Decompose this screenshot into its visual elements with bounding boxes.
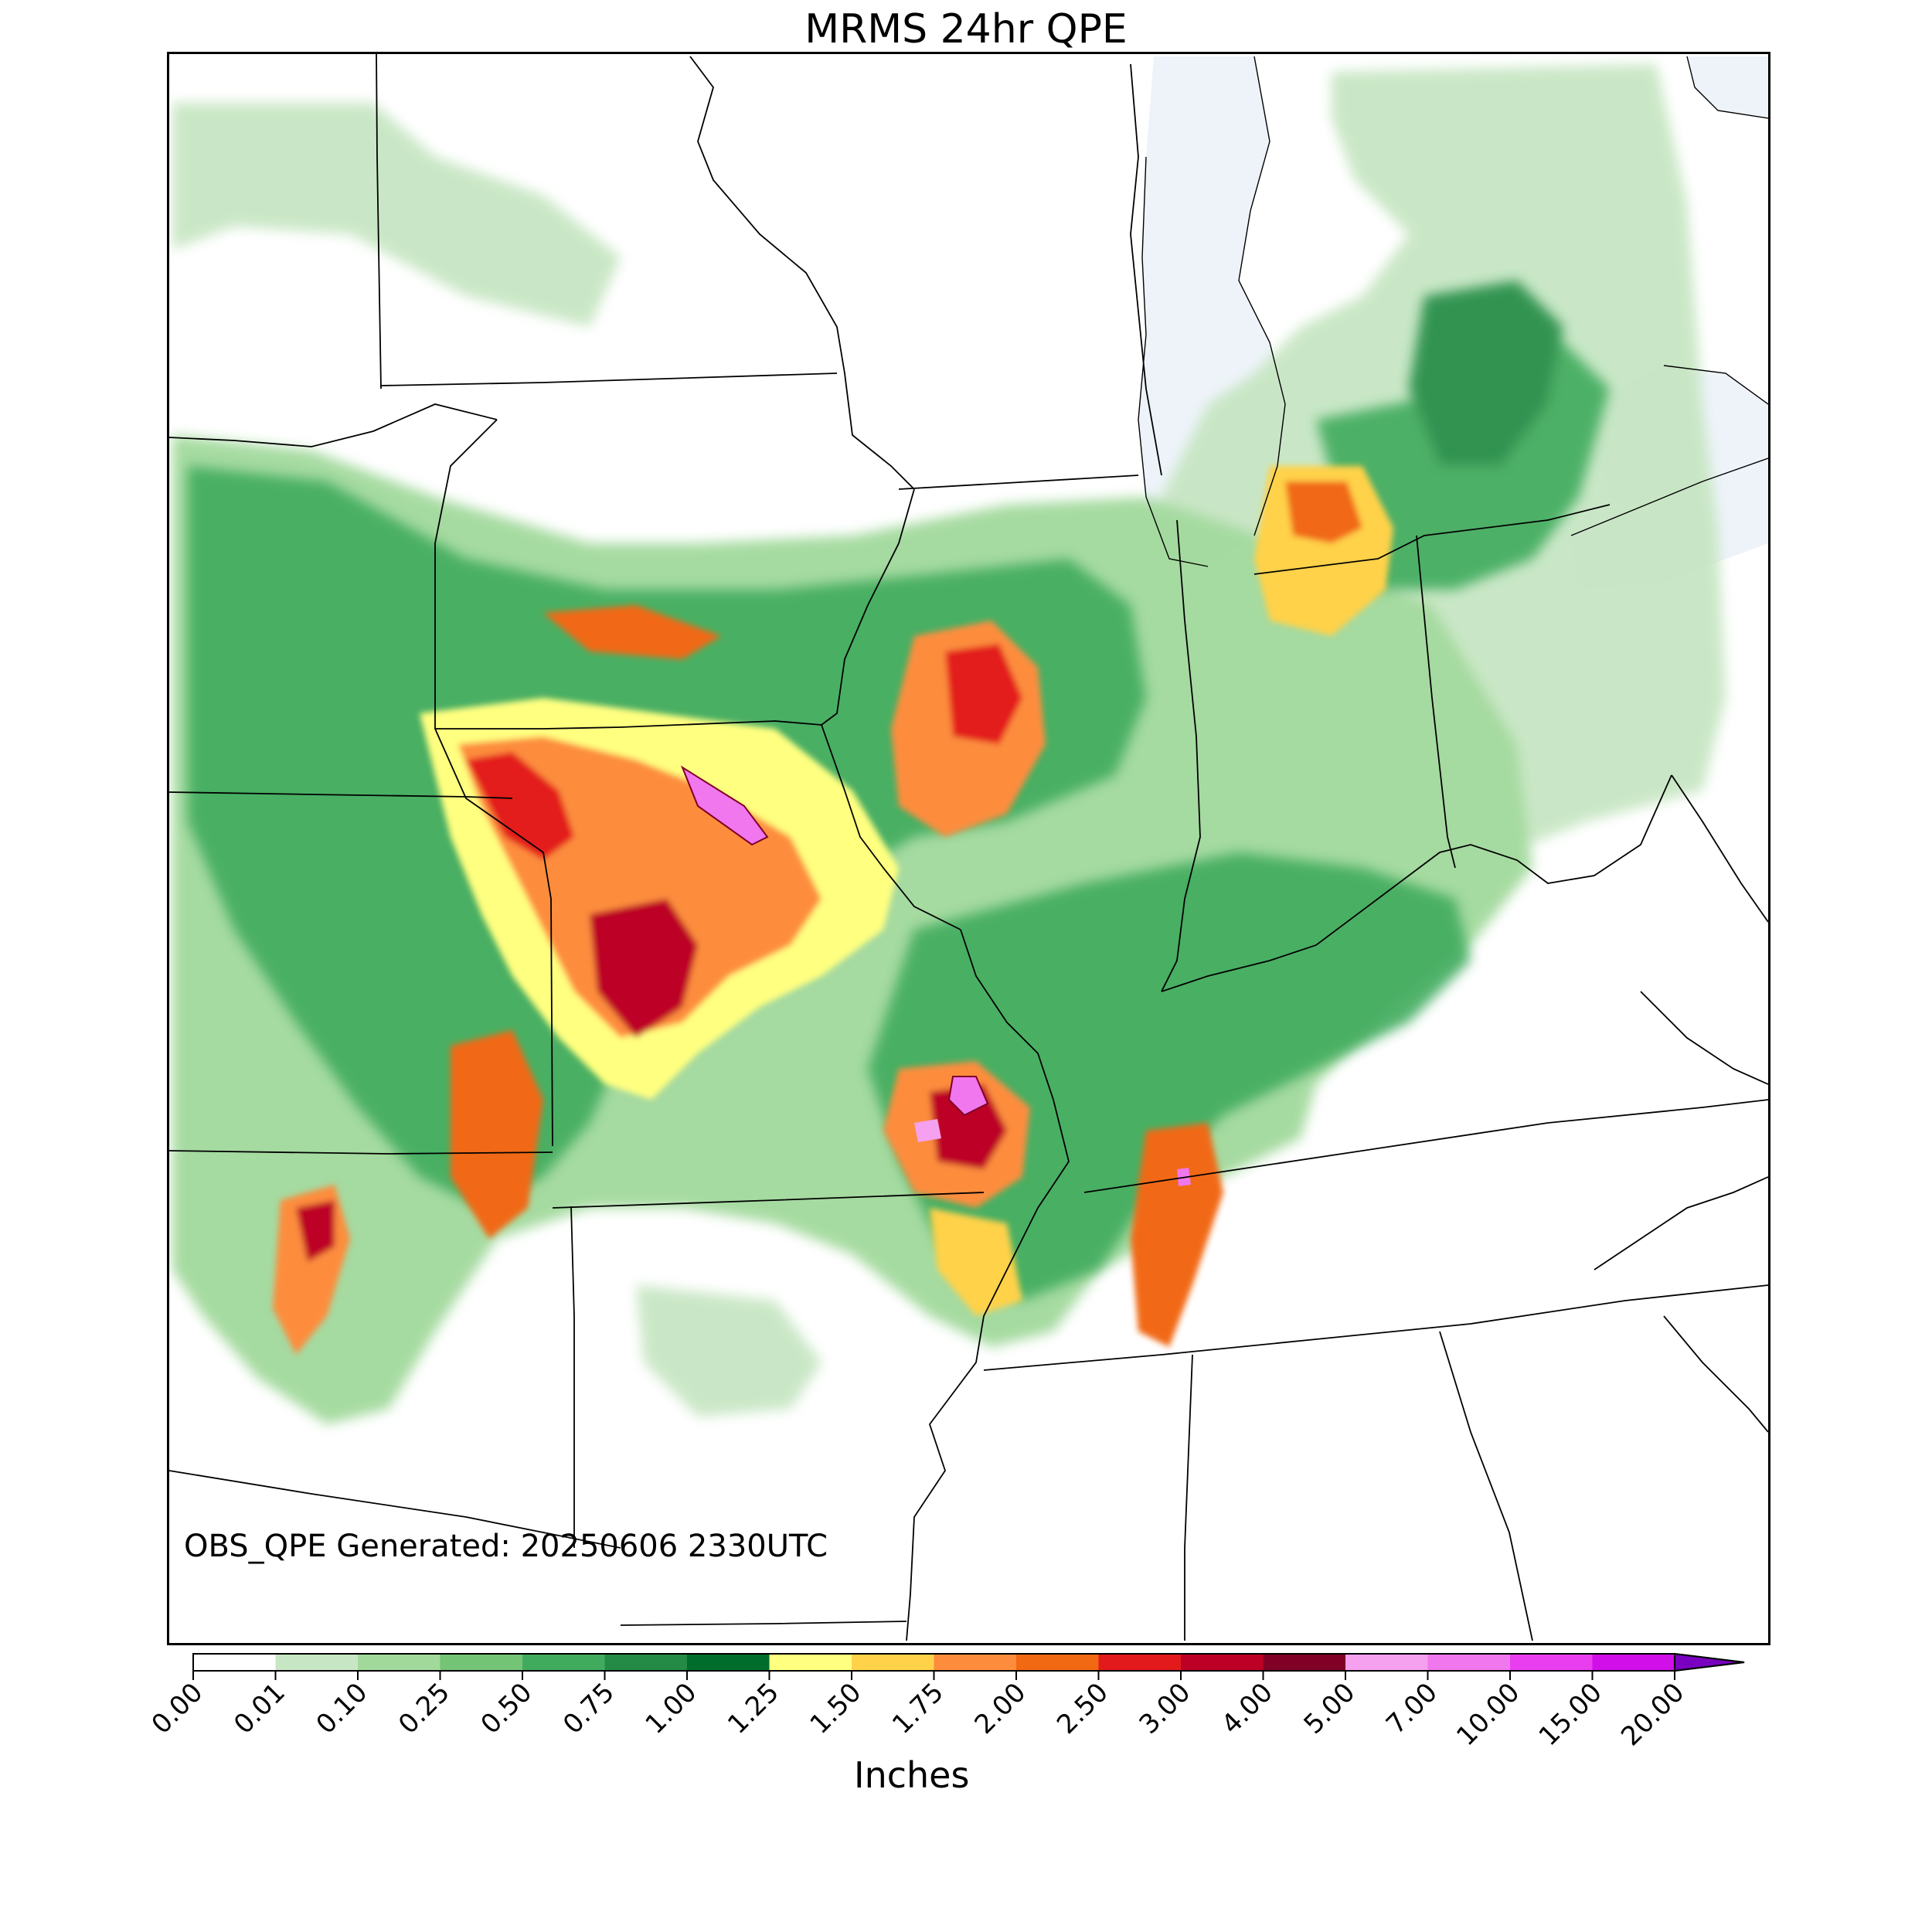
- colorbar-segment: [1345, 1654, 1428, 1671]
- state-borders: [169, 54, 1768, 1641]
- colorbar-tick-label: 2.00: [969, 1677, 1032, 1740]
- shorelines: [1138, 56, 1768, 567]
- border-ar-la: [620, 1621, 907, 1626]
- colorbar-extend-arrow: [1674, 1652, 1745, 1672]
- colorbar-segment: [1263, 1654, 1346, 1671]
- border-mn-ia: [380, 372, 838, 386]
- shoreline-michigan-west: [1138, 156, 1209, 567]
- lake-superior: [1687, 56, 1768, 118]
- border-wv-va: [1640, 991, 1768, 1085]
- border-nd-mn: [376, 54, 382, 389]
- precip-extreme-layer: [680, 765, 1191, 1186]
- shoreline-michigan-east: [1238, 56, 1286, 536]
- precip-heavy-south-tail: [930, 1208, 1022, 1316]
- precip-region-south: [636, 1285, 821, 1417]
- colorbar-tick-label: 20.00: [1615, 1677, 1690, 1752]
- border-oh-wv: [1671, 774, 1768, 923]
- border-mo-ar: [552, 1192, 985, 1209]
- colorbar-tick-label: 0.50: [475, 1677, 539, 1740]
- colorbar-tick-label: 10.00: [1451, 1677, 1526, 1752]
- border-al-ga: [1439, 1331, 1533, 1641]
- colorbar-tick-label: 1.50: [804, 1677, 868, 1740]
- colorbar-label: Inches: [854, 1754, 970, 1796]
- precip-heavy-southeast: [1131, 1123, 1223, 1347]
- colorbar-tick-label: 0.01: [228, 1677, 291, 1740]
- colorbar-tick-label: 0.75: [557, 1677, 621, 1740]
- colorbar-tick-label: 7.00: [1380, 1677, 1444, 1740]
- border-mo-east-river: [906, 929, 1070, 1641]
- border-ok-ar: [570, 1206, 575, 1548]
- colorbar-tick-label: 0.00: [146, 1677, 209, 1740]
- colorbar-tick-label: 1.25: [722, 1677, 785, 1740]
- colorbar-tick-label: 0.25: [393, 1677, 456, 1740]
- border-sd-ne: [169, 403, 498, 447]
- map-title: MRMS 24hr QPE: [804, 6, 1128, 53]
- shoreline-huron: [1663, 365, 1768, 405]
- border-ia-mo: [435, 720, 822, 730]
- generated-timestamp: OBS_QPE Generated: 20250606 2330UTC: [184, 1529, 828, 1564]
- precip-heavy-south-red: [930, 1084, 1007, 1169]
- border-tn-south: [983, 1284, 1768, 1371]
- precip-moderate-southeast: [868, 852, 1471, 1301]
- colorbar-segment: [934, 1654, 1017, 1671]
- border-mi-in-oh: [1253, 504, 1611, 575]
- precip-heavy-west-band: [451, 1030, 543, 1239]
- precip-heavy-cell-2: [590, 899, 698, 1038]
- precip-heavy-midband: [543, 605, 721, 659]
- border-ia-il-river: [820, 488, 961, 930]
- border-ne-ks: [169, 791, 513, 799]
- precip-extreme-cell-1: [680, 765, 769, 846]
- colorbar-tick-label: 1.75: [886, 1677, 950, 1740]
- colorbar-segment: [687, 1654, 770, 1671]
- precip-region-northwest: [172, 103, 621, 327]
- precip-heavy-michigan-red: [1285, 481, 1362, 543]
- colorbar-segment: [1181, 1654, 1264, 1671]
- colorbar-tick-label: 15.00: [1533, 1677, 1608, 1752]
- colorbar-segment: [604, 1654, 688, 1671]
- colorbar-segment: [769, 1654, 852, 1671]
- border-il-wi: [898, 474, 1139, 490]
- colorbar-tick-label: 0.10: [311, 1677, 374, 1740]
- precip-heavy-north-red: [945, 644, 1022, 744]
- border-ms-al: [1184, 1354, 1193, 1641]
- colorbar-segment: [275, 1654, 359, 1671]
- colorbar-segment: [522, 1654, 605, 1671]
- border-wi-mi: [1130, 63, 1162, 476]
- border-il-in: [1161, 519, 1201, 992]
- border-ky-tn: [1083, 1099, 1768, 1193]
- colorbar-tick-label: 2.50: [1051, 1677, 1114, 1740]
- precip-heavy-layer: [273, 466, 1393, 1355]
- border-in-oh: [1416, 535, 1456, 869]
- colorbar-segment: [1510, 1654, 1593, 1671]
- border-ks-ok: [169, 1150, 553, 1155]
- colorbar-segment: [193, 1654, 276, 1671]
- border-mn-wi: [689, 56, 915, 490]
- shoreline-superior: [1686, 56, 1768, 119]
- colorbar-tick-label: 4.00: [1216, 1677, 1279, 1740]
- colorbar-tick-label: 1.00: [640, 1677, 703, 1740]
- map-canvas: [169, 54, 1768, 1641]
- colorbar-tick-label: 3.00: [1134, 1677, 1197, 1740]
- colorbar-segment: [358, 1654, 440, 1671]
- colorbar-segment: [1016, 1654, 1099, 1671]
- precipitation-map: [167, 52, 1770, 1645]
- colorbar-segment: [852, 1654, 934, 1671]
- precip-moderate-northeast: [1409, 281, 1563, 466]
- colorbar-tick-label: 5.00: [1298, 1677, 1362, 1740]
- border-mo-ks-west: [434, 419, 553, 1147]
- border-nc-tn: [1594, 1176, 1768, 1270]
- precip-extreme-cell-3: [914, 1119, 941, 1142]
- precip-extreme-cell-2: [947, 1076, 989, 1117]
- colorbar-segment: [440, 1654, 523, 1671]
- precip-heavy-core-red: [466, 752, 574, 860]
- colorbar-segment: [1427, 1654, 1511, 1671]
- border-ok-tx: [169, 1470, 621, 1549]
- border-in-ky-river: [1161, 774, 1672, 992]
- shoreline-erie: [1570, 457, 1768, 536]
- colorbar-segment: [1592, 1654, 1675, 1671]
- colorbar-segment: [1098, 1654, 1182, 1671]
- precip-heavy-southwest-red: [296, 1200, 335, 1262]
- colorbar-frame: [192, 1653, 1745, 1672]
- border-ga-sc: [1663, 1315, 1768, 1433]
